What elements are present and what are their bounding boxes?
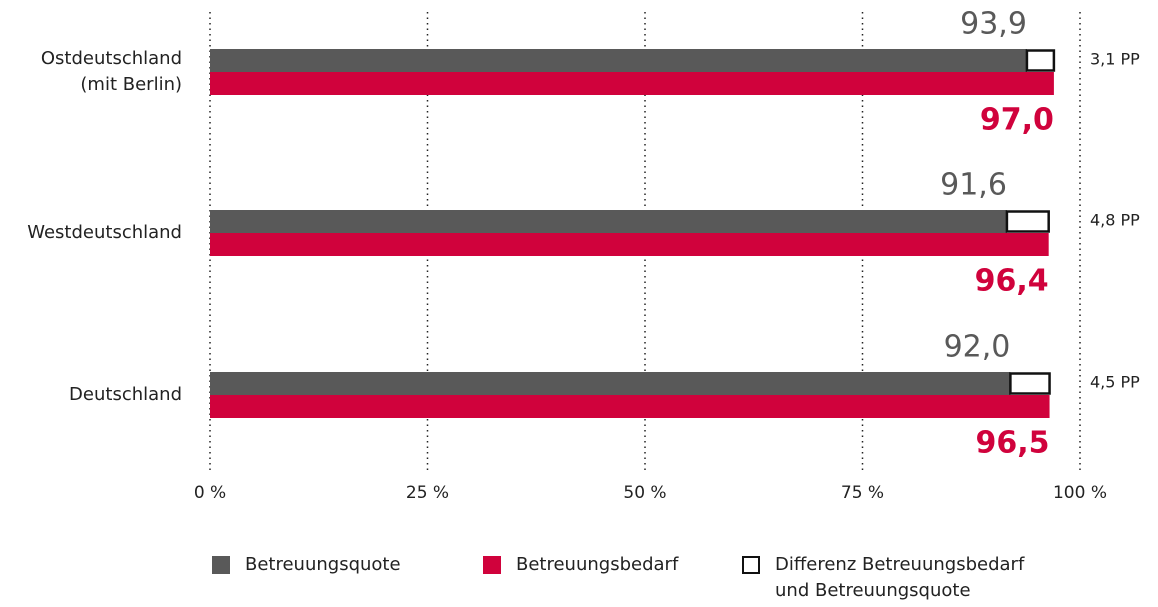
difference-box [1005, 210, 1050, 233]
legend-label: Betreuungsquote [245, 554, 401, 575]
legend-swatch [483, 556, 501, 574]
bar [210, 233, 1049, 256]
difference-label: 4,8 PP [1090, 211, 1140, 230]
value-label: 91,6 [940, 168, 1007, 203]
y-tick-label: Westdeutschland [27, 222, 182, 243]
bar [210, 372, 1011, 395]
value-label: 93,9 [960, 7, 1027, 42]
bar [210, 49, 1027, 72]
value-label: 96,4 [975, 264, 1049, 299]
difference-box [1025, 49, 1056, 72]
difference-box [1009, 372, 1051, 395]
x-tick-label: 75 % [841, 483, 884, 503]
legend-label: Differenz Betreuungsbedarf und Betreuung… [775, 554, 1025, 601]
y-tick-label: Ostdeutschland (mit Berlin) [40, 48, 182, 95]
x-tick-label: 25 % [406, 483, 449, 503]
difference-label: 3,1 PP [1090, 50, 1140, 69]
value-label: 97,0 [980, 103, 1054, 138]
value-label: 92,0 [944, 330, 1011, 365]
y-tick-label: Deutschland [69, 384, 182, 405]
bar [210, 72, 1054, 95]
x-tick-label: 50 % [623, 483, 666, 503]
legend-label: Betreuungsbedarf [516, 554, 679, 575]
value-label: 96,5 [976, 426, 1050, 461]
bar [210, 395, 1050, 418]
x-tick-label: 100 % [1053, 483, 1107, 503]
x-tick-label: 0 % [194, 483, 226, 503]
difference-label: 4,5 PP [1090, 373, 1140, 392]
bar [210, 210, 1007, 233]
legend-swatch [212, 556, 230, 574]
legend-swatch [742, 556, 760, 574]
